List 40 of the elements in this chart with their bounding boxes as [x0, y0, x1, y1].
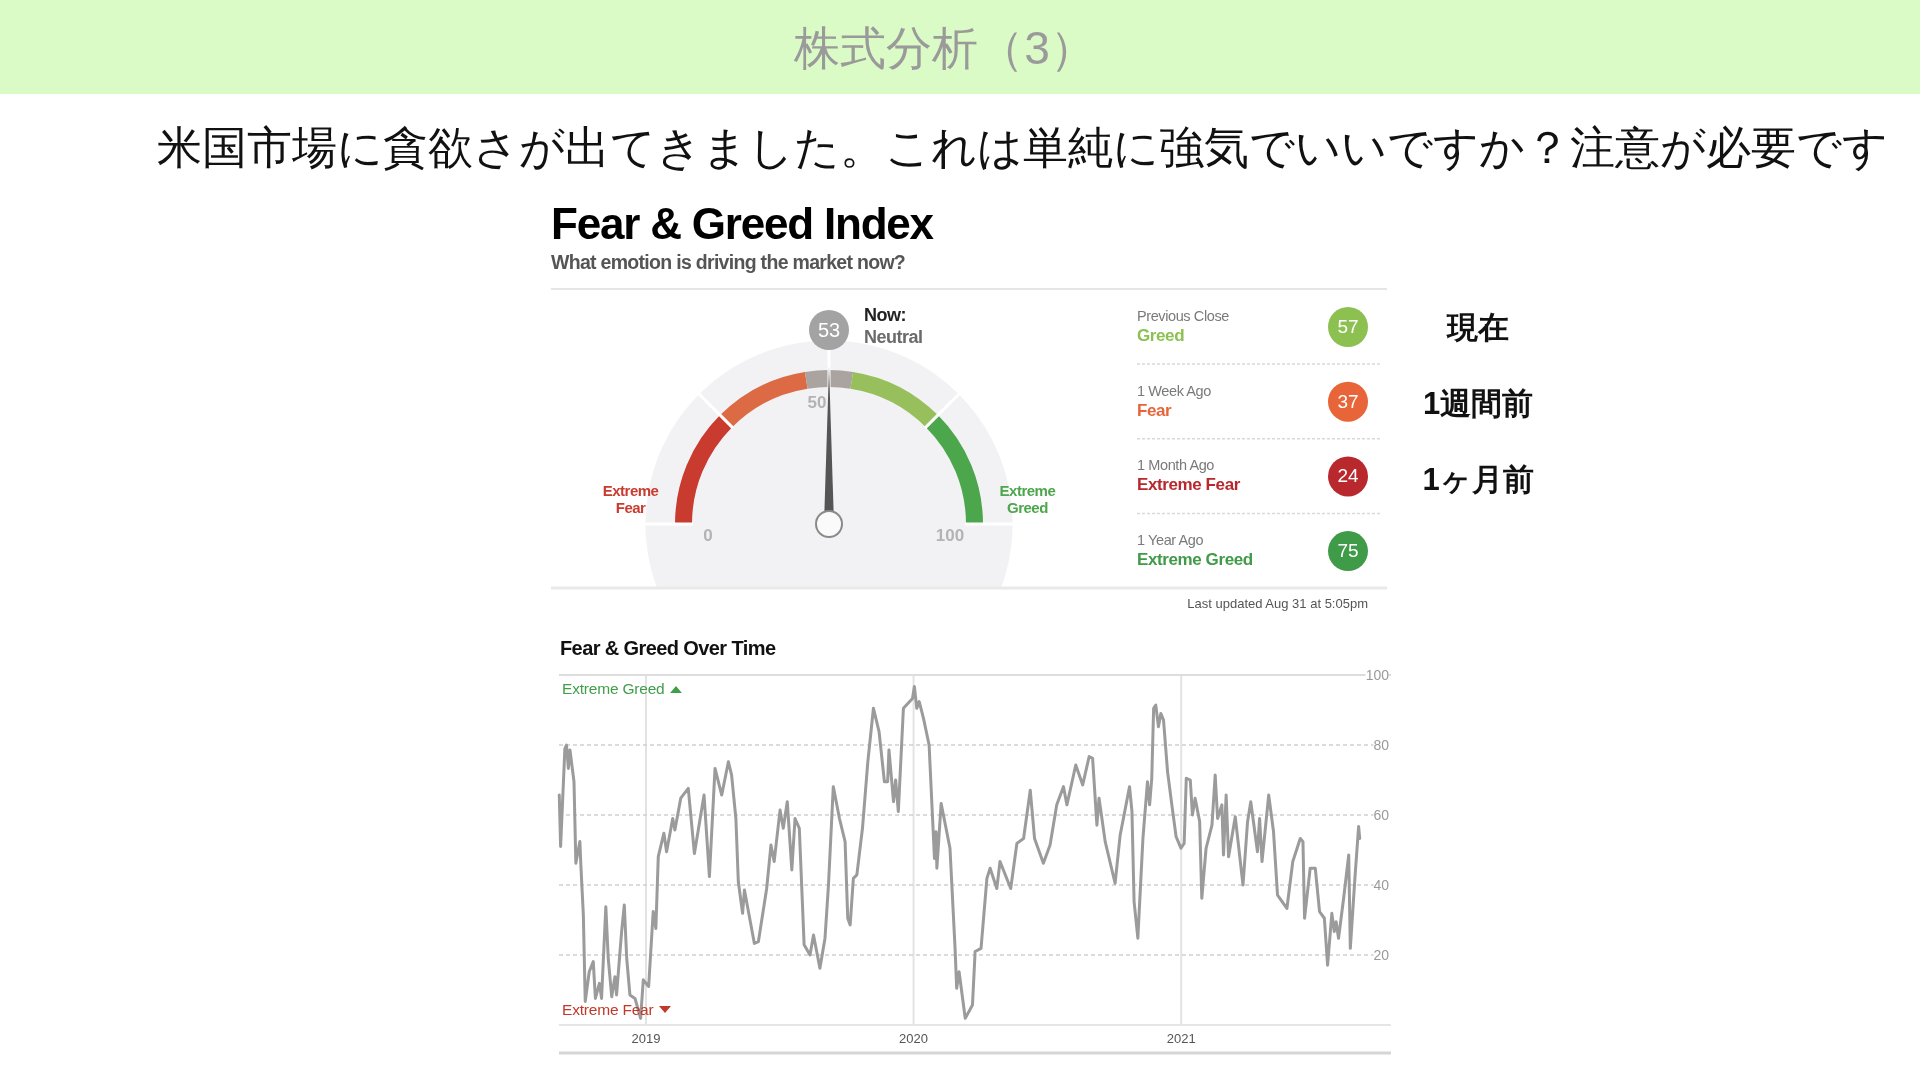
data-label: 57	[1337, 316, 1359, 338]
text: 50	[807, 393, 827, 413]
chart-title: Fear & Greed Over Time	[560, 636, 776, 660]
annotation: Extreme Fear	[562, 1001, 654, 1019]
annotation: Extreme Greed	[562, 680, 665, 698]
y-tick-label: 40	[1373, 876, 1389, 894]
y-tick-label: 20	[1373, 946, 1389, 964]
text: 1ヶ月前	[1422, 462, 1534, 498]
text: 1週間前	[1422, 386, 1534, 422]
data-label: 24	[1337, 465, 1359, 488]
y-tick-label: 100	[1365, 666, 1389, 684]
data-label: 37	[1337, 390, 1359, 413]
x-tick-label: 2019	[631, 1030, 661, 1047]
chart-title: Fear & Greed Index	[551, 198, 933, 250]
text: Extreme Greed	[1137, 550, 1253, 570]
text: 株式分析（3）	[794, 21, 1096, 75]
text: Greed	[1137, 326, 1185, 346]
legend-label: Neutral	[864, 326, 923, 348]
text: 米国市場に貪欲さが出てきました。これは単純に強気でいいですか？注意が必要です	[157, 122, 1888, 174]
text: Last updated Aug 31 at 5:05pm	[1187, 595, 1368, 612]
y-tick-label: 80	[1373, 736, 1389, 754]
text: 0	[703, 526, 713, 546]
text: Extreme Fear	[1137, 475, 1240, 496]
y-tick-label: 60	[1373, 806, 1389, 824]
category-label: 1 Year Ago	[1137, 531, 1204, 549]
text: Now:	[864, 304, 906, 326]
text: 100	[935, 526, 965, 546]
category-label: 1 Month Ago	[1137, 457, 1215, 474]
data-label: 75	[1337, 540, 1359, 563]
category-label: 1 Week Ago	[1137, 382, 1211, 400]
chart-subtitle: What emotion is driving the market now?	[551, 250, 906, 274]
slice-label: Extreme Greed	[998, 481, 1057, 517]
text: 53	[817, 318, 841, 342]
line-series	[557, 685, 1362, 1020]
text: 現在	[1447, 310, 1509, 346]
text: Fear	[1137, 400, 1172, 421]
x-tick-label: 2020	[899, 1030, 929, 1047]
slice-label: Extreme Fear	[601, 481, 660, 517]
category-label: Previous Close	[1137, 307, 1229, 325]
x-tick-label: 2021	[1166, 1030, 1196, 1047]
